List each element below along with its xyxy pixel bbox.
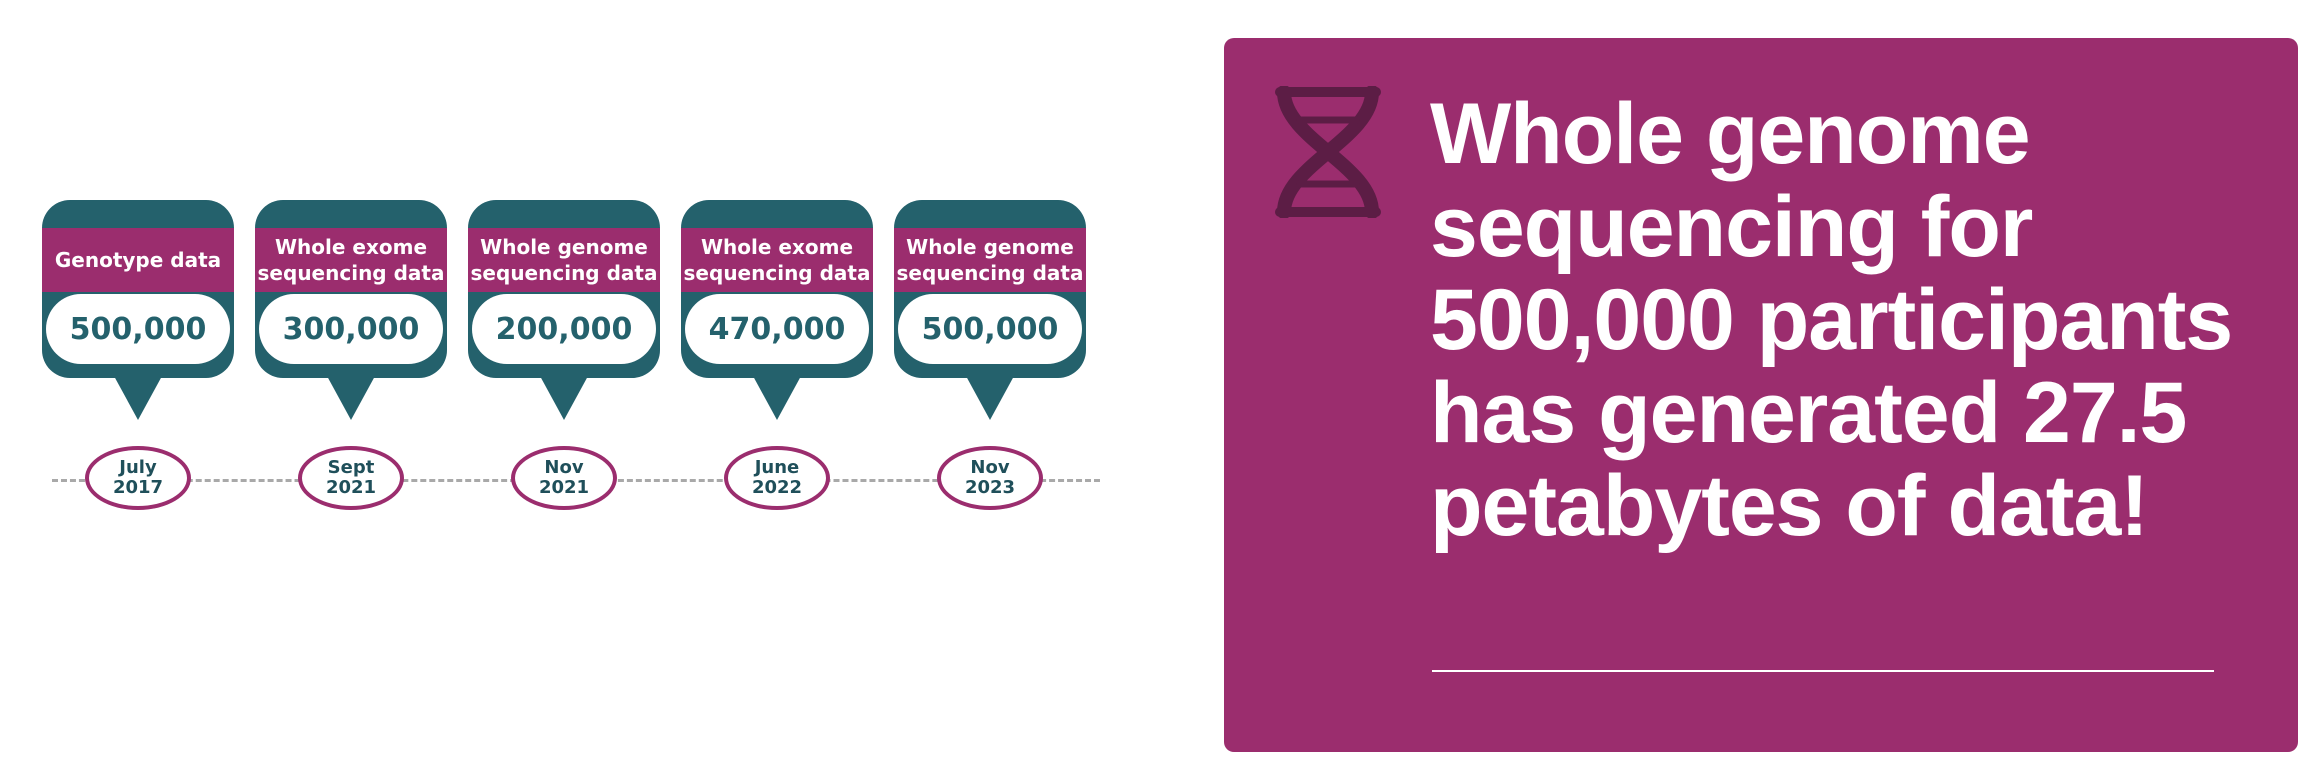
milestone-label: Whole genome sequencing data [894,228,1086,292]
milestone-pointer [540,376,588,420]
milestone-card: Whole genome sequencing data 200,000 [468,200,660,378]
milestone-genotype-2017: Genotype data 500,000 July 2017 [42,0,234,772]
milestone-card: Whole genome sequencing data 500,000 [894,200,1086,378]
milestone-genome-2021: Whole genome sequencing data 200,000 Nov… [468,0,660,772]
milestone-label: Whole exome sequencing data [255,228,447,292]
milestone-date: Nov 2021 [511,446,617,510]
milestone-pointer [753,376,801,420]
callout-headline: Whole genome sequencing for 500,000 part… [1430,86,2233,554]
milestone-pointer [966,376,1014,420]
milestone-label: Whole exome sequencing data [681,228,873,292]
milestone-value: 500,000 [898,294,1082,364]
milestone-card: Whole exome sequencing data 300,000 [255,200,447,378]
milestone-card: Genotype data 500,000 [42,200,234,378]
milestone-value: 470,000 [685,294,869,364]
callout-divider [1432,670,2214,672]
milestone-date: Nov 2023 [937,446,1043,510]
milestone-card: Whole exome sequencing data 470,000 [681,200,873,378]
milestone-value: 200,000 [472,294,656,364]
milestone-date: Sept 2021 [298,446,404,510]
milestone-date: June 2022 [724,446,830,510]
milestone-value: 300,000 [259,294,443,364]
milestone-pointer [327,376,375,420]
milestone-exome-2021: Whole exome sequencing data 300,000 Sept… [255,0,447,772]
callout-panel: Whole genome sequencing for 500,000 part… [1224,38,2298,752]
milestone-label: Genotype data [42,228,234,292]
milestone-genome-2023: Whole genome sequencing data 500,000 Nov… [894,0,1086,772]
milestone-date: July 2017 [85,446,191,510]
milestone-exome-2022: Whole exome sequencing data 470,000 June… [681,0,873,772]
milestone-pointer [114,376,162,420]
dna-icon [1275,86,1381,218]
milestone-value: 500,000 [46,294,230,364]
milestone-label: Whole genome sequencing data [468,228,660,292]
